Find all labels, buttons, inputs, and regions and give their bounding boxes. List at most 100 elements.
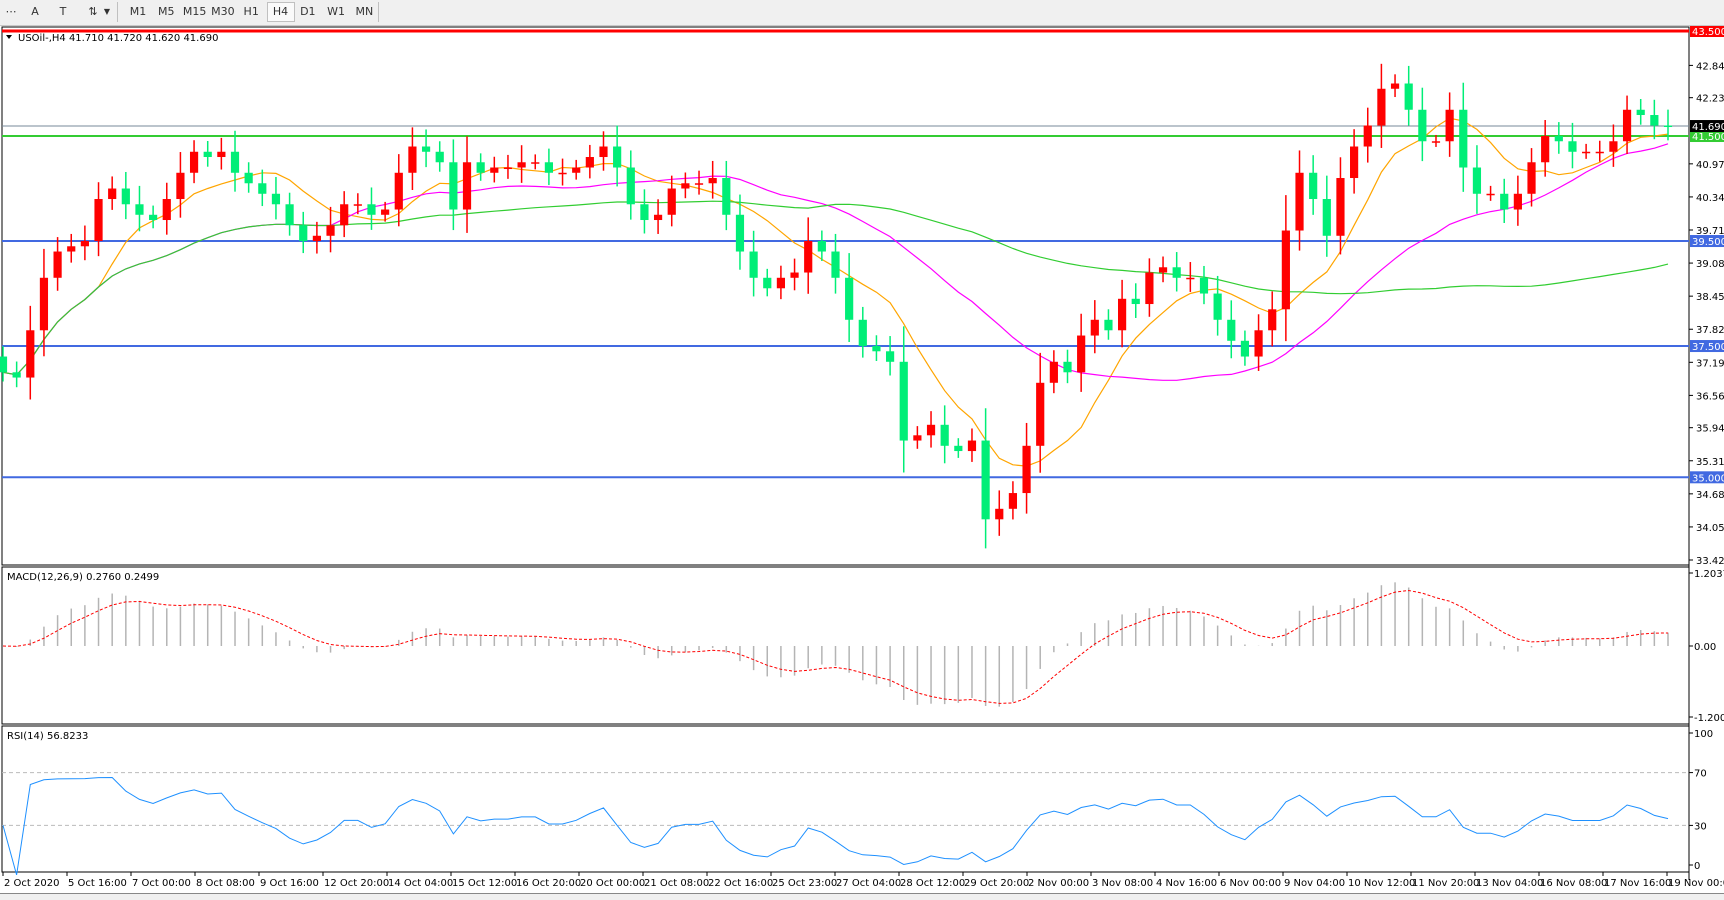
candle: [203, 141, 212, 167]
price-tick-label: 34.055: [1696, 523, 1724, 534]
candle-body: [1663, 125, 1673, 128]
price-tick-label: 40.970: [1696, 160, 1724, 171]
candle-body: [954, 445, 963, 452]
candle: [421, 129, 431, 168]
timeframe-m30-button[interactable]: M30: [211, 5, 235, 18]
current-price-label: 41.690: [1692, 122, 1724, 133]
candle: [12, 361, 21, 388]
candle: [1049, 350, 1058, 394]
candle: [995, 490, 1004, 536]
candle: [1663, 109, 1673, 141]
candle: [899, 326, 908, 473]
candle-body: [1254, 330, 1263, 357]
candle-body: [1472, 167, 1482, 194]
level-price-label-box: [1690, 340, 1724, 353]
candle: [572, 159, 581, 180]
candle-body: [599, 146, 608, 158]
price-tick-label: 35.945: [1696, 424, 1724, 435]
time-tick-label: 3 Nov 08:00: [1092, 878, 1153, 889]
candle-body: [1281, 230, 1290, 310]
candle-body: [1268, 309, 1277, 331]
timeframe-m1-button[interactable]: M1: [129, 5, 147, 18]
candle: [1281, 195, 1290, 342]
arrows-tool-icon[interactable]: ⇅: [88, 5, 98, 18]
candle: [708, 160, 717, 199]
candle: [967, 428, 977, 462]
candle: [476, 153, 485, 181]
text-tool-icon[interactable]: A: [31, 5, 39, 18]
candle-body: [1459, 109, 1468, 168]
candle-body: [1609, 141, 1618, 152]
candle-body: [1008, 493, 1018, 509]
candle-body: [1213, 293, 1222, 320]
candle-body: [108, 188, 117, 200]
candle: [1240, 330, 1250, 366]
candle: [1063, 349, 1072, 384]
candle: [776, 265, 786, 300]
candle-body: [435, 151, 444, 163]
timeframe-h1-button[interactable]: H1: [243, 5, 259, 18]
candle-body: [517, 162, 526, 168]
text-label-icon[interactable]: T: [59, 5, 67, 18]
candle-body: [558, 172, 567, 175]
level-price-label: 41.500: [1692, 132, 1724, 143]
timeframe-m15-button[interactable]: M15: [182, 5, 207, 18]
price-tick-label: 33.425: [1696, 556, 1724, 567]
rsi-label: RSI(14) 56.8233: [7, 731, 88, 742]
toolbar-separator: [378, 2, 379, 22]
candle-body: [189, 151, 199, 173]
candle-body: [613, 146, 622, 168]
time-tick-label: 2 Oct 2020: [4, 878, 59, 889]
timeframe-h4-button[interactable]: H4: [266, 2, 295, 22]
candle: [1295, 150, 1304, 251]
candle: [722, 160, 731, 231]
candle: [681, 172, 690, 199]
macd-pane: [1, 566, 1690, 725]
time-tick-label: 7 Oct 00:00: [132, 878, 191, 889]
candle-body: [1595, 151, 1604, 154]
candle-body: [1500, 193, 1509, 210]
candle-body: [285, 204, 294, 226]
candle-body: [135, 204, 144, 215]
candle-body: [1390, 83, 1400, 89]
rsi-line: [2, 776, 1669, 876]
candle: [1582, 143, 1591, 159]
price-tick-label: 42.230: [1696, 94, 1724, 105]
candle-body: [1295, 172, 1304, 231]
chevron-down-icon[interactable]: ▼: [103, 7, 111, 16]
candle: [39, 248, 49, 357]
price-tick-label: 34.685: [1696, 490, 1724, 501]
time-tick-label: 12 Oct 20:00: [324, 878, 389, 889]
candle: [353, 193, 362, 215]
candle-body: [80, 241, 89, 247]
candle: [694, 170, 704, 195]
candle: [940, 405, 949, 464]
candle: [804, 217, 813, 294]
time-tick-label: 27 Oct 04:00: [836, 878, 901, 889]
time-tick-label: 28 Oct 12:00: [900, 878, 965, 889]
candle-body: [1145, 272, 1154, 305]
candle-body: [585, 157, 594, 168]
time-tick-label: 22 Oct 16:00: [708, 878, 773, 889]
candle: [763, 268, 772, 297]
time-tick-label: 14 Oct 04:00: [388, 878, 453, 889]
candle-body: [1036, 382, 1045, 446]
period-separator-icon[interactable]: ⋯: [5, 5, 17, 18]
chart-window[interactable]: 42.845 42.230 40.970 40.340 39.710 39.080 38.4…: [0, 26, 1724, 893]
time-tick-label: 11 Nov 20:00: [1412, 878, 1479, 889]
candle: [531, 154, 540, 170]
current-price-label-box: [1690, 120, 1724, 133]
candle: [394, 154, 403, 227]
candle-body: [872, 346, 881, 352]
timeframe-d1-button[interactable]: D1: [300, 5, 316, 18]
candle: [1227, 300, 1236, 359]
candle-body: [722, 178, 731, 215]
timeframe-mn-button[interactable]: MN: [355, 5, 374, 18]
candle: [244, 162, 253, 193]
candle: [340, 191, 349, 238]
candle-body: [394, 172, 403, 210]
candle: [872, 335, 881, 361]
timeframe-m5-button[interactable]: M5: [158, 5, 175, 18]
timeframe-w1-button[interactable]: W1: [327, 5, 346, 18]
time-tick-label: 13 Nov 04:00: [1476, 878, 1543, 889]
